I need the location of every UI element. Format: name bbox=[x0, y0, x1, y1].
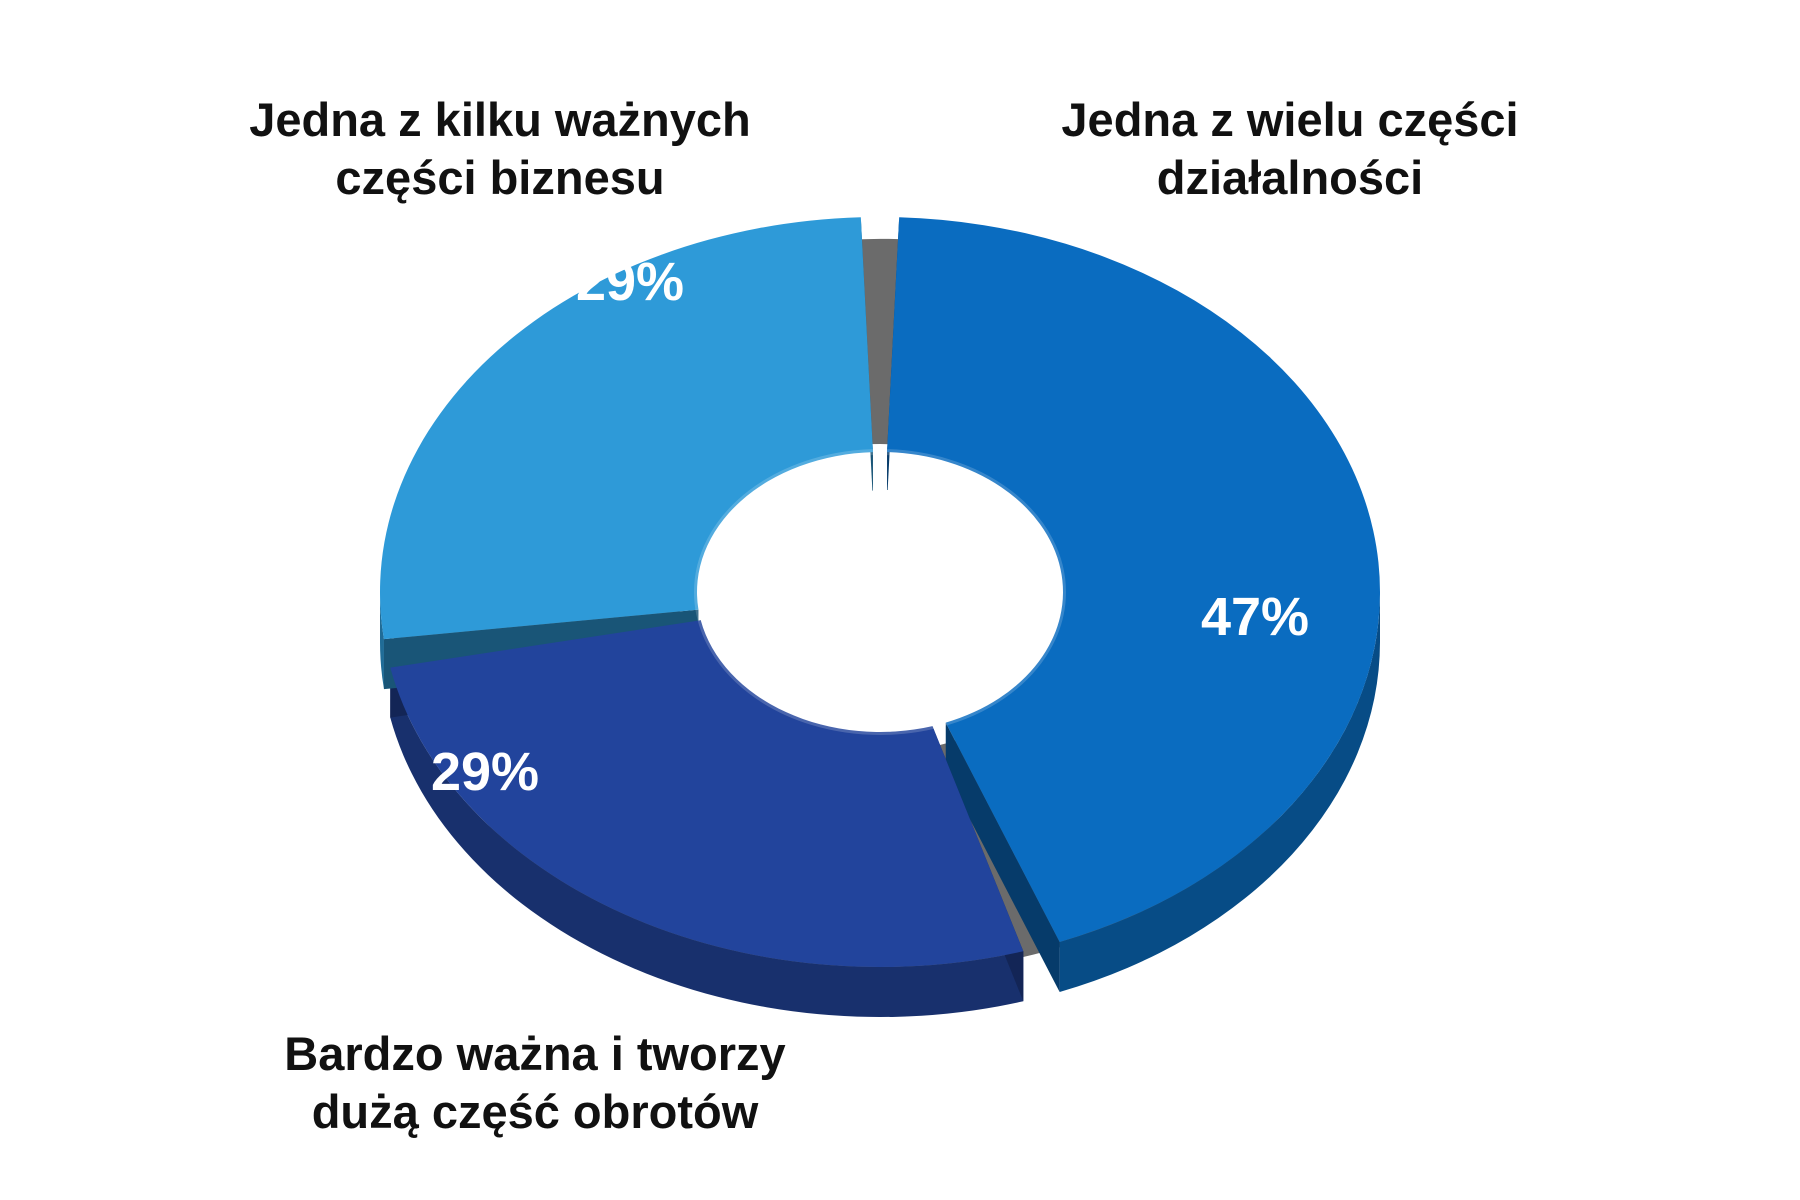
slice-2 bbox=[380, 217, 873, 640]
slice-wall-0 bbox=[1059, 592, 1380, 992]
value-label-2: 29% bbox=[576, 252, 684, 312]
category-label-2: Jedna z kilku ważnych części biznesu bbox=[249, 93, 751, 204]
slice-wall-1 bbox=[390, 667, 1024, 1017]
chart-category-labels: Jedna z wielu części działalności Bardzo w… bbox=[249, 93, 1518, 1138]
inner-rim bbox=[694, 449, 1066, 735]
slice-0 bbox=[887, 217, 1381, 942]
chart-slices bbox=[380, 217, 1381, 967]
chart-value-labels: 47% 29% 29% bbox=[431, 252, 1309, 802]
category-label-0-line-0: Jedna z wielu części bbox=[1061, 93, 1518, 146]
category-label-1-line-0: Bardzo ważna i tworzy bbox=[284, 1027, 785, 1080]
category-label-2-line-0: Jedna z kilku ważnych bbox=[249, 93, 751, 146]
slice-wall-2 bbox=[380, 592, 384, 690]
value-label-0: 47% bbox=[1201, 587, 1309, 647]
donut-hole bbox=[731, 490, 1045, 726]
category-label-2-line-1: części biznesu bbox=[335, 151, 664, 204]
category-label-1: Bardzo ważna i tworzy dużą część obrotów bbox=[284, 1027, 785, 1138]
category-label-1-line-1: dużą część obrotów bbox=[312, 1085, 759, 1138]
slice-1 bbox=[390, 620, 1024, 967]
slice-cut-face-0-1 bbox=[945, 722, 1060, 992]
category-label-0: Jedna z wielu części działalności bbox=[1061, 93, 1518, 204]
chart-hole bbox=[694, 449, 1066, 735]
value-label-1: 29% bbox=[431, 742, 539, 802]
category-label-0-line-1: działalności bbox=[1157, 151, 1423, 204]
